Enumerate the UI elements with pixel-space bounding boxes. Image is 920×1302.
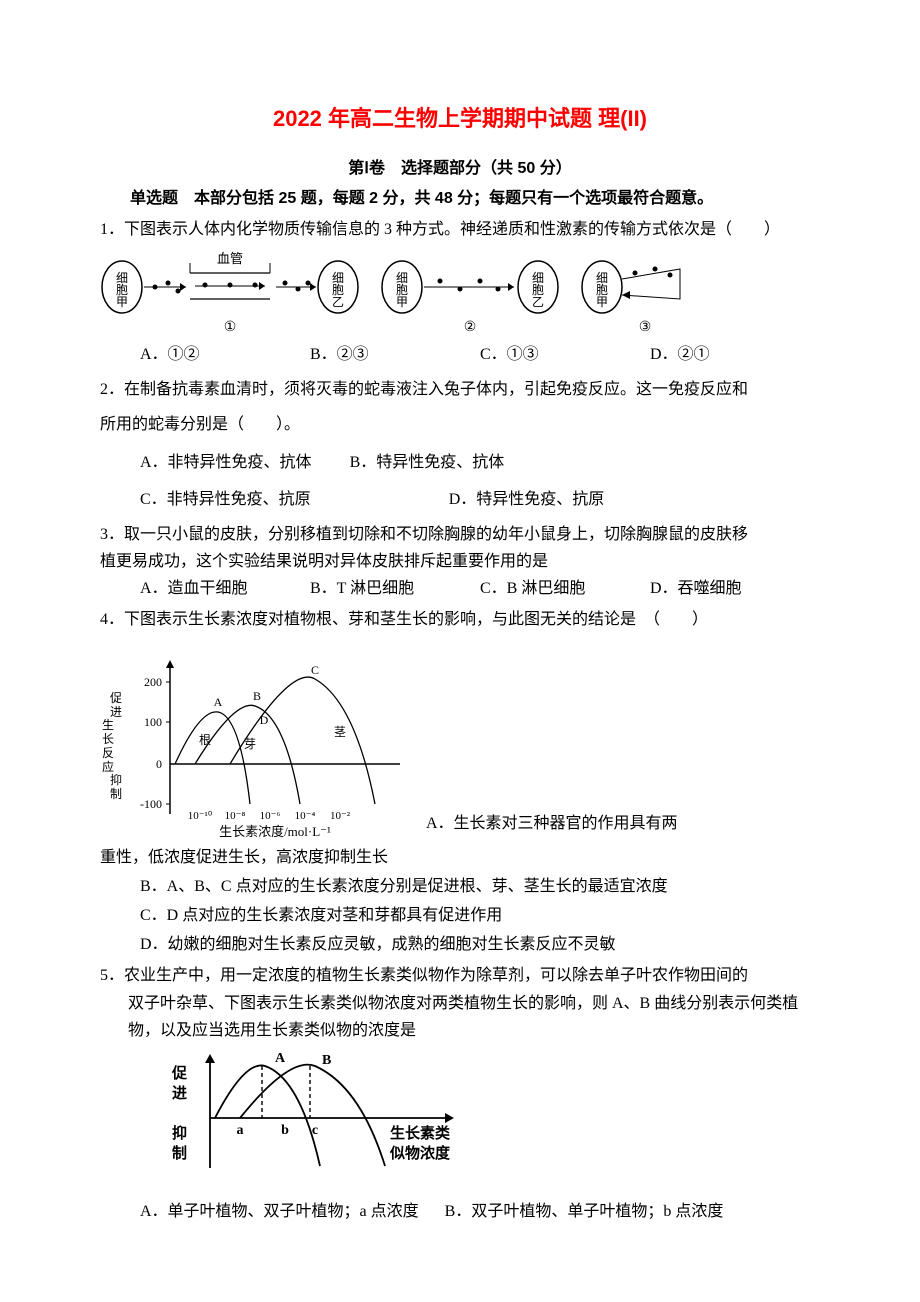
- svg-text:10⁻¹⁰: 10⁻¹⁰: [188, 810, 213, 822]
- svg-text:甲: 甲: [116, 295, 128, 309]
- page-title: 2022 年高二生物上学期期中试题 理(II): [100, 100, 820, 137]
- q5-opts-row: A．单子叶植物、双子叶植物；a 点浓度 B．双子叶植物、单子叶植物；b 点浓度: [100, 1198, 820, 1225]
- q1-stem: 1．下图表示人体内化学物质传输信息的 3 种方式。神经递质和性激素的传输方式依次…: [100, 216, 820, 243]
- svg-text:促: 促: [171, 1064, 188, 1082]
- svg-text:芽: 芽: [244, 737, 256, 751]
- q4-opt-d: D．幼嫩的细胞对生长素反应灵敏，成熟的细胞对生长素反应不灵敏: [100, 931, 820, 958]
- q2-stem-2: 所用的蛇毒分别是（ ）。: [100, 407, 820, 442]
- q1-opt-c: C．①③: [480, 341, 650, 368]
- svg-text:促: 促: [110, 691, 122, 705]
- svg-text:生长素类: 生长素类: [390, 1124, 451, 1142]
- question-1: 1．下图表示人体内化学物质传输信息的 3 种方式。神经递质和性激素的传输方式依次…: [100, 216, 820, 368]
- svg-text:生: 生: [102, 718, 114, 732]
- svg-text:生长素浓度/mol·L⁻¹: 生长素浓度/mol·L⁻¹: [219, 824, 331, 839]
- svg-text:①: ①: [224, 320, 237, 335]
- svg-text:B: B: [322, 1053, 331, 1068]
- instruction: 单选题 本部分包括 25 题，每题 2 分，共 48 分；每题只有一个选项最符合…: [100, 185, 820, 212]
- q2-opt-c: C．非特异性免疫、抗原: [140, 491, 311, 508]
- q4-stem: 4．下图表示生长素浓度对植物根、芽和茎生长的影响，与此图无关的结论是 （ ）: [100, 606, 820, 633]
- q3-stem-1: 3．取一只小鼠的皮肤，分别移植到切除和不切除胸腺的幼年小鼠身上，切除胸腺鼠的皮肤…: [100, 521, 820, 548]
- svg-text:进: 进: [110, 705, 122, 719]
- q4-opt-a-part2: 重性，低浓度促进生长，高浓度抑制生长: [100, 844, 820, 871]
- svg-text:B: B: [253, 689, 261, 703]
- svg-text:②: ②: [464, 320, 477, 335]
- svg-text:血管: 血管: [217, 251, 243, 266]
- svg-text:根: 根: [199, 733, 211, 747]
- q5-stem-1: 5．农业生产中，用一定浓度的植物生长素类似物作为除草剂，可以除去单子叶农作物田间…: [100, 962, 820, 989]
- q1-diagram-2: 细 胞 甲 细 胞 乙 ②: [380, 249, 560, 339]
- svg-text:乙: 乙: [532, 295, 544, 309]
- q4-chart: 200 100 0 -100 促 进 生 长 反 应 抑 制 10⁻¹⁰ 10⁻…: [100, 654, 410, 844]
- q1-diagram-1: 细 胞 甲 细 胞 乙 血管: [100, 249, 360, 339]
- q2-opts-row2: C．非特异性免疫、抗原 D．特异性免疫、抗原: [100, 482, 820, 517]
- q3-opt-c: C．B 淋巴细胞: [480, 575, 650, 602]
- q5-stem-2: 双子叶杂草、下图表示生长素类似物浓度对两类植物生长的影响，则 A、B 曲线分别表…: [100, 990, 820, 1017]
- q5-chart: 促 进 抑 制 A B a b c 生长素类 似物浓度: [160, 1048, 480, 1188]
- question-4: 4．下图表示生长素浓度对植物根、芽和茎生长的影响，与此图无关的结论是 （ ） 2…: [100, 606, 820, 958]
- q3-options: A．造血干细胞 B．T 淋巴细胞 C．B 淋巴细胞 D．吞噬细胞: [100, 575, 820, 602]
- svg-text:10⁻²: 10⁻²: [330, 810, 351, 822]
- svg-text:D: D: [260, 713, 269, 727]
- svg-text:制: 制: [110, 787, 122, 801]
- svg-text:似物浓度: 似物浓度: [389, 1144, 451, 1162]
- section-header: 第Ⅰ卷 选择题部分（共 50 分）: [100, 155, 820, 182]
- q1-opt-b: B．②③: [310, 341, 480, 368]
- q1-options: A．①② B．②③ C．①③ D．②①: [100, 341, 820, 368]
- svg-text:制: 制: [172, 1144, 187, 1162]
- q3-opt-d: D．吞噬细胞: [650, 575, 820, 602]
- svg-text:10⁻⁴: 10⁻⁴: [295, 810, 316, 822]
- svg-text:反: 反: [102, 746, 114, 760]
- svg-text:0: 0: [156, 757, 162, 771]
- q5-opt-b: B．双子叶植物、单子叶植物；b 点浓度: [445, 1203, 724, 1220]
- q4-opt-a-part1: A．生长素对三种器官的作用具有两: [426, 810, 678, 843]
- svg-text:10⁻⁶: 10⁻⁶: [260, 810, 281, 822]
- q1-diagrams: 细 胞 甲 细 胞 乙 血管: [100, 249, 820, 339]
- svg-text:进: 进: [172, 1085, 187, 1102]
- svg-text:10⁻⁸: 10⁻⁸: [225, 810, 246, 822]
- q5-stem-3: 物，以及应当选用生长素类似物的浓度是: [100, 1017, 820, 1044]
- svg-text:甲: 甲: [596, 295, 608, 309]
- svg-text:200: 200: [144, 675, 162, 689]
- q5-opt-a: A．单子叶植物、双子叶植物；a 点浓度: [140, 1203, 419, 1220]
- q1-opt-d: D．②①: [650, 341, 820, 368]
- svg-text:C: C: [311, 663, 319, 677]
- svg-text:③: ③: [639, 320, 652, 335]
- exam-page: 2022 年高二生物上学期期中试题 理(II) 第Ⅰ卷 选择题部分（共 50 分…: [0, 0, 920, 1285]
- svg-text:抑: 抑: [110, 772, 122, 787]
- q4-opt-b: B．A、B、C 点对应的生长素浓度分别是促进根、芽、茎生长的最适宜浓度: [100, 873, 820, 900]
- q2-opt-b: B．特异性免疫、抗体: [350, 454, 505, 471]
- svg-text:甲: 甲: [396, 295, 408, 309]
- svg-text:b: b: [281, 1123, 289, 1138]
- svg-text:茎: 茎: [334, 725, 346, 739]
- q4-opt-c: C．D 点对应的生长素浓度对茎和芽都具有促进作用: [100, 902, 820, 929]
- q2-opts-row1: A．非特异性免疫、抗体 B．特异性免疫、抗体: [100, 445, 820, 480]
- q3-opt-b: B．T 淋巴细胞: [310, 575, 480, 602]
- question-3: 3．取一只小鼠的皮肤，分别移植到切除和不切除胸腺的幼年小鼠身上，切除胸腺鼠的皮肤…: [100, 521, 820, 603]
- q3-stem-2: 植更易成功，这个实验结果说明对异体皮肤排斥起重要作用的是: [100, 548, 820, 575]
- svg-text:c: c: [312, 1123, 318, 1138]
- q2-opt-d: D．特异性免疫、抗原: [449, 491, 605, 508]
- q1-diagram-3: 细 胞 甲 ③: [580, 249, 710, 339]
- svg-text:乙: 乙: [332, 295, 344, 309]
- question-2: 2．在制备抗毒素血清时，须将灭毒的蛇毒液注入兔子体内，引起免疫反应。这一免疫反应…: [100, 372, 820, 517]
- svg-text:a: a: [237, 1123, 244, 1138]
- svg-text:应: 应: [102, 759, 114, 774]
- svg-text:长: 长: [102, 732, 114, 746]
- question-5: 5．农业生产中，用一定浓度的植物生长素类似物作为除草剂，可以除去单子叶农作物田间…: [100, 962, 820, 1225]
- q2-stem-1: 2．在制备抗毒素血清时，须将灭毒的蛇毒液注入兔子体内，引起免疫反应。这一免疫反应…: [100, 372, 820, 407]
- q1-opt-a: A．①②: [140, 341, 310, 368]
- svg-text:-100: -100: [140, 797, 162, 811]
- svg-text:抑: 抑: [172, 1124, 187, 1142]
- svg-text:A: A: [214, 695, 223, 709]
- svg-text:100: 100: [144, 715, 162, 729]
- svg-text:A: A: [275, 1051, 286, 1066]
- q3-opt-a: A．造血干细胞: [140, 575, 310, 602]
- q2-opt-a: A．非特异性免疫、抗体: [140, 454, 312, 471]
